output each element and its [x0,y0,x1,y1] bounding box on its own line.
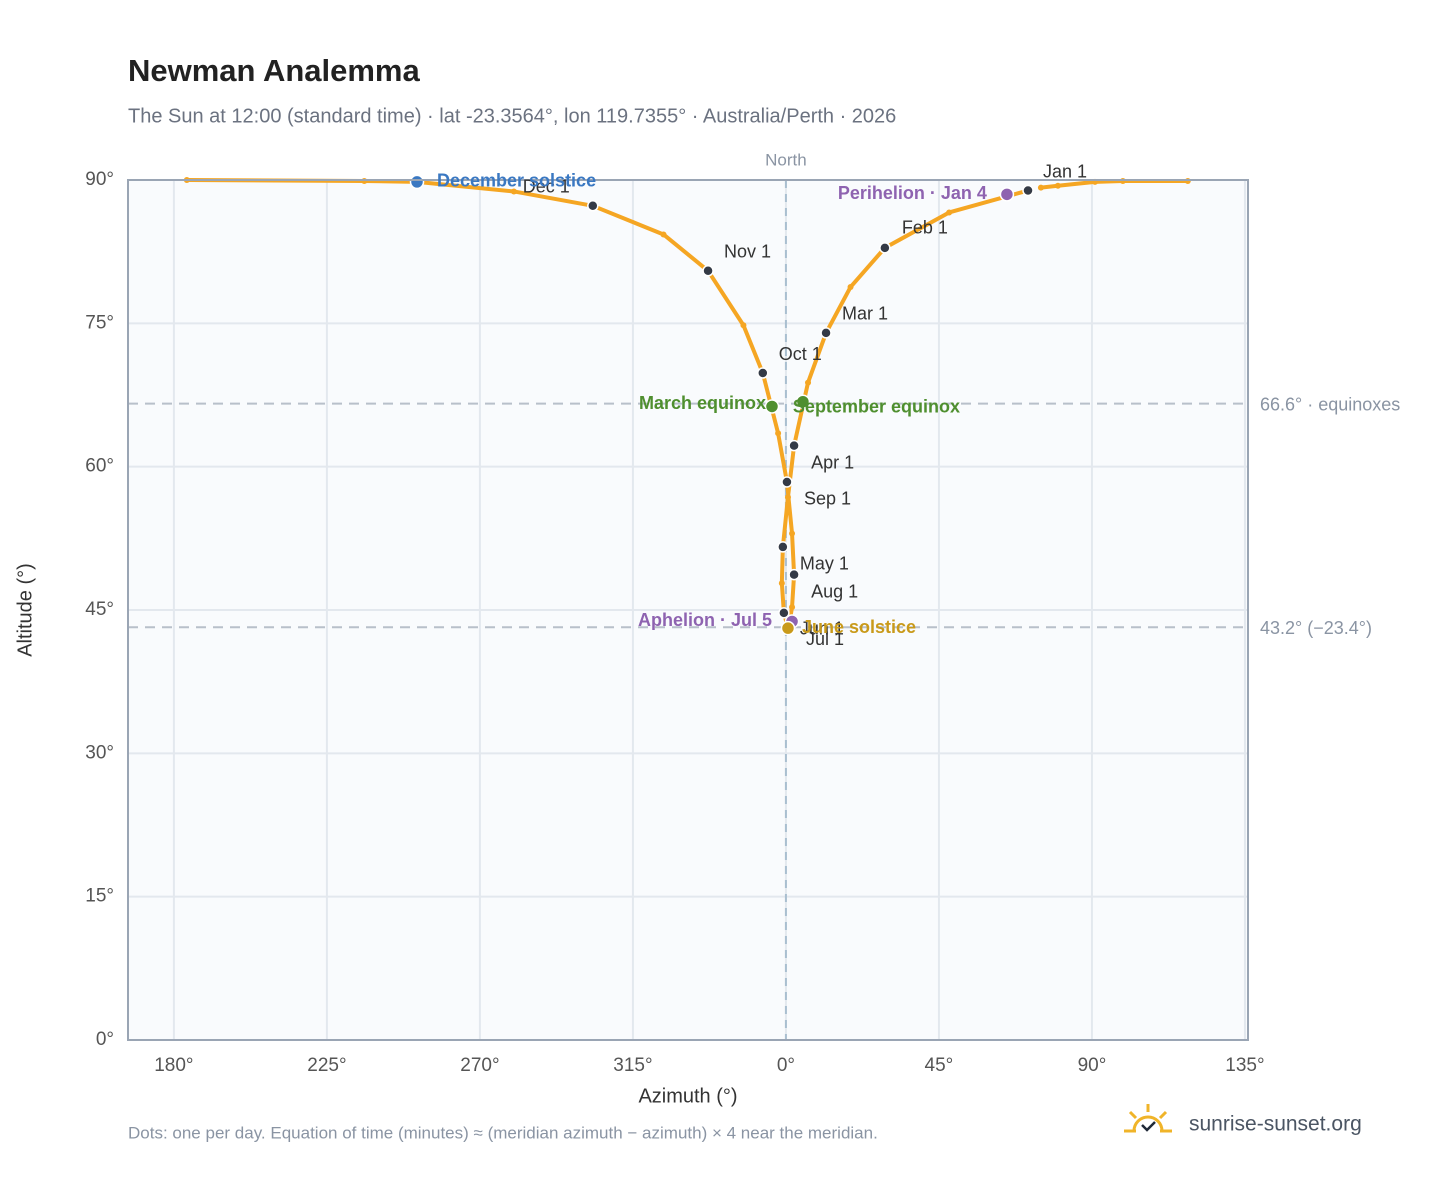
month-marker [879,242,891,254]
y-tick-label: 0° [96,1029,114,1050]
event-marker [795,394,811,409]
month-marker [788,439,800,452]
month-marker [777,541,789,553]
x-tick-label: 90° [1078,1055,1107,1076]
y-axis-label: Altitude (°) [14,563,36,657]
chart-title: Newman Analemma [128,53,420,88]
y-tick-label: 75° [85,312,114,333]
x-tick-label: 270° [460,1055,499,1076]
day-dot [1037,184,1044,191]
month-label: Mar 1 [842,304,888,324]
month-label: Aug 1 [811,581,858,601]
y-tick-label: 15° [85,886,114,907]
day-dot [1054,182,1061,189]
month-marker [757,367,769,379]
chart-subtitle: The Sun at 12:00 (standard time) · lat -… [128,105,896,127]
day-dot [660,231,667,238]
month-label: Oct 1 [779,344,822,364]
reference-label: 43.2° (−23.4°) [1260,618,1372,638]
day-dot [510,188,517,195]
month-marker [587,200,599,212]
day-dot [847,284,854,291]
event-marker [780,620,796,636]
event-label: Perihelion · Jan 4 [838,183,987,203]
month-marker [702,265,714,277]
reference-label: 66.6° · equinoxes [1260,394,1400,414]
day-dot [740,322,747,329]
day-dot [778,580,785,587]
event-marker [409,174,425,190]
event-marker [999,187,1015,202]
event-label: March equinox [639,393,766,413]
y-tick-label: 30° [85,742,114,763]
month-label: Dec 1 [523,177,570,197]
x-tick-label: 180° [154,1055,193,1076]
month-label: Nov 1 [724,242,771,262]
month-label: Sep 1 [804,489,851,509]
x-tick-label: 315° [613,1055,652,1076]
event-label: September equinox [793,396,960,416]
event-marker [764,399,780,414]
month-label: May 1 [800,554,849,574]
x-tick-label: 135° [1225,1055,1264,1076]
event-label: June solstice [802,617,916,637]
footnote: Dots: one per day. Equation of time (min… [128,1123,878,1142]
month-label: Jul 1 [806,629,844,649]
x-tick-label: 45° [925,1055,954,1076]
day-dot [805,379,812,386]
x-axis-label: Azimuth (°) [638,1085,737,1107]
day-dot [789,530,796,537]
event-label: Aphelion · Jul 5 [638,610,772,630]
month-marker [788,568,800,581]
brand: sunrise-sunset.org [1189,1113,1362,1136]
x-tick-label: 0° [777,1055,795,1076]
month-marker [778,607,790,619]
month-label: Jan 1 [1043,161,1087,181]
x-tick-label: 225° [307,1055,346,1076]
day-dot [946,209,953,216]
day-dot [784,494,791,501]
month-marker [820,327,832,339]
north-label: North [765,150,807,169]
day-dot [775,430,782,437]
month-label: Jun 1 [800,619,844,639]
event-label: December solstice [437,171,596,191]
y-tick-label: 90° [85,169,114,190]
month-marker [1022,184,1034,197]
brand-logo [1124,1104,1172,1133]
month-label: Apr 1 [811,452,854,472]
day-dot [789,604,796,611]
y-tick-label: 45° [85,599,114,620]
y-tick-label: 60° [85,456,114,477]
month-label: Feb 1 [902,218,948,238]
plot-border [127,179,1249,1041]
month-marker [781,476,793,488]
